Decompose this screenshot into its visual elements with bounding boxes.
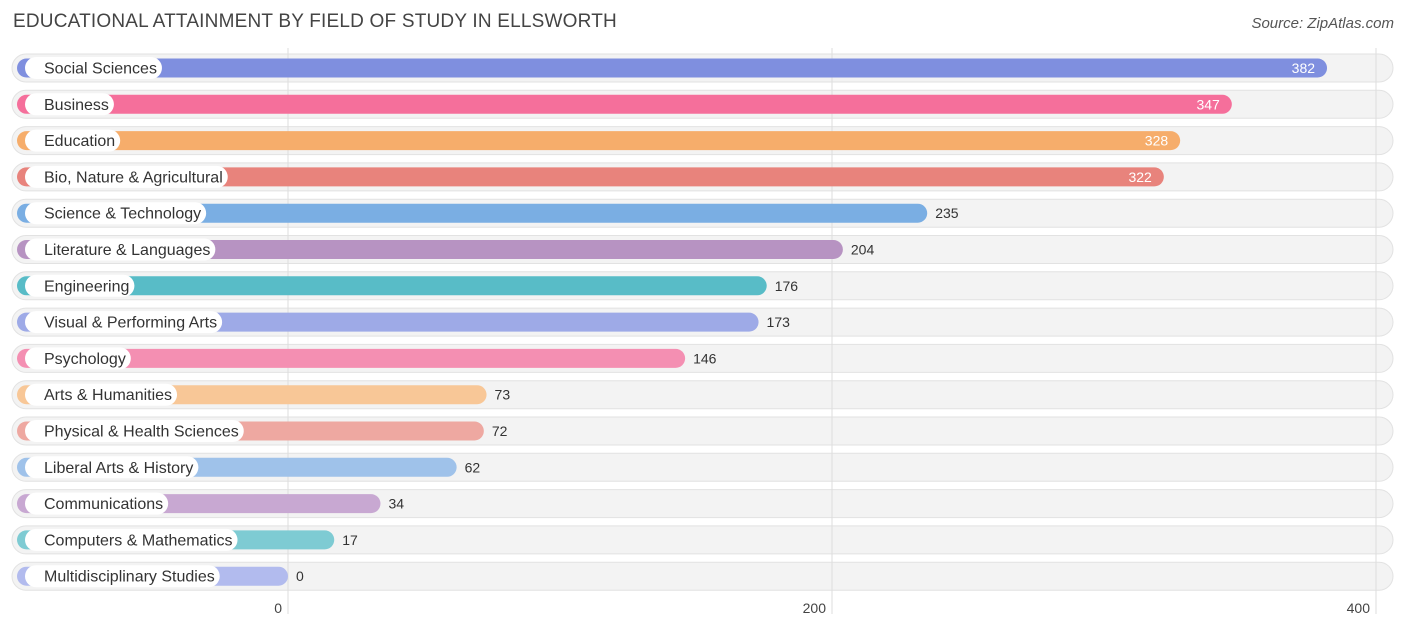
category-label: Communications <box>44 496 163 513</box>
category-pill <box>25 311 223 334</box>
bar <box>17 94 1232 114</box>
source-note: Source: ZipAtlas.com <box>1251 15 1394 32</box>
x-tick-label: 200 <box>803 600 827 616</box>
category-label: Multidisciplinary Studies <box>44 569 215 586</box>
value-label: 34 <box>388 496 404 512</box>
bar <box>17 58 1328 78</box>
category-label: Liberal Arts & History <box>44 460 193 477</box>
category-pill <box>25 456 199 479</box>
bar-row: Literature & Languages 204 <box>17 238 875 261</box>
x-tick-label: 0 <box>274 600 282 616</box>
bar <box>17 131 1181 151</box>
category-label: Psychology <box>44 351 126 368</box>
category-label: Engineering <box>44 278 129 295</box>
category-label: Visual & Performing Arts <box>44 315 217 332</box>
bar-row: Arts & Humanities 73 <box>17 383 511 406</box>
bar <box>17 167 1164 187</box>
bar-row: Science & Technology 235 <box>17 202 959 225</box>
category-label: Bio, Nature & Agricultural <box>44 169 223 186</box>
bar-row: Social Sciences 382 <box>17 57 1328 79</box>
category-label: Social Sciences <box>44 61 157 78</box>
category-pill <box>25 565 220 588</box>
category-pill <box>25 420 244 442</box>
value-label: 0 <box>296 568 304 584</box>
category-pill <box>25 57 162 79</box>
category-pill <box>25 274 135 297</box>
chart-title: EDUCATIONAL ATTAINMENT BY FIELD OF STUDY… <box>13 11 617 32</box>
category-pill <box>25 528 238 551</box>
category-pill <box>25 93 114 116</box>
bar <box>17 240 843 259</box>
category-pill <box>25 383 178 406</box>
bar-row: Communications 34 <box>17 492 404 515</box>
x-axis-ticks: 0 200 400 <box>274 600 1370 616</box>
bar-row: Bio, Nature & Agricultural 322 <box>17 165 1164 188</box>
category-label: Literature & Languages <box>44 242 210 259</box>
bar-row: Engineering 176 <box>17 274 799 297</box>
value-label: 73 <box>495 387 511 403</box>
value-label: 176 <box>775 278 799 294</box>
value-label: 146 <box>693 350 717 366</box>
bar-row: Physical & Health Sciences 72 <box>17 420 508 442</box>
value-label: 17 <box>342 532 358 548</box>
value-label: 322 <box>1128 169 1152 185</box>
value-label: 235 <box>935 205 959 221</box>
value-label: 173 <box>767 314 791 330</box>
x-tick-label: 400 <box>1347 600 1371 616</box>
bar-row: Education 328 <box>17 129 1181 152</box>
bar-row: Multidisciplinary Studies 0 <box>17 565 304 588</box>
value-label: 72 <box>492 423 508 439</box>
category-pill <box>25 129 121 152</box>
category-pill <box>25 202 207 225</box>
row-track <box>11 525 1394 555</box>
category-pill <box>25 492 169 515</box>
bar-row: Business 347 <box>17 93 1232 116</box>
bar <box>17 348 686 368</box>
value-label: 204 <box>851 242 875 258</box>
category-label: Business <box>44 97 109 114</box>
bar-row: Psychology 146 <box>17 347 717 370</box>
bar <box>17 203 928 223</box>
value-label: 347 <box>1196 96 1220 112</box>
bar-row: Visual & Performing Arts 173 <box>17 311 791 334</box>
row-track <box>11 561 1394 591</box>
value-label: 328 <box>1145 133 1169 149</box>
category-label: Science & Technology <box>44 206 201 223</box>
value-label: 62 <box>465 459 481 475</box>
value-label: 382 <box>1292 60 1316 76</box>
bar-row: Liberal Arts & History 62 <box>17 456 481 479</box>
bar-rows: Social Sciences 382 Business 347 Education 32… <box>17 57 1328 588</box>
category-pill <box>25 165 228 188</box>
category-pill <box>25 238 216 261</box>
category-label: Education <box>44 133 115 150</box>
category-label: Arts & Humanities <box>44 387 172 404</box>
bar-row: Computers & Mathematics 17 <box>17 528 358 551</box>
category-label: Computers & Mathematics <box>44 532 233 549</box>
category-label: Physical & Health Sciences <box>44 424 239 441</box>
bar <box>17 276 767 296</box>
category-pill <box>25 347 131 370</box>
